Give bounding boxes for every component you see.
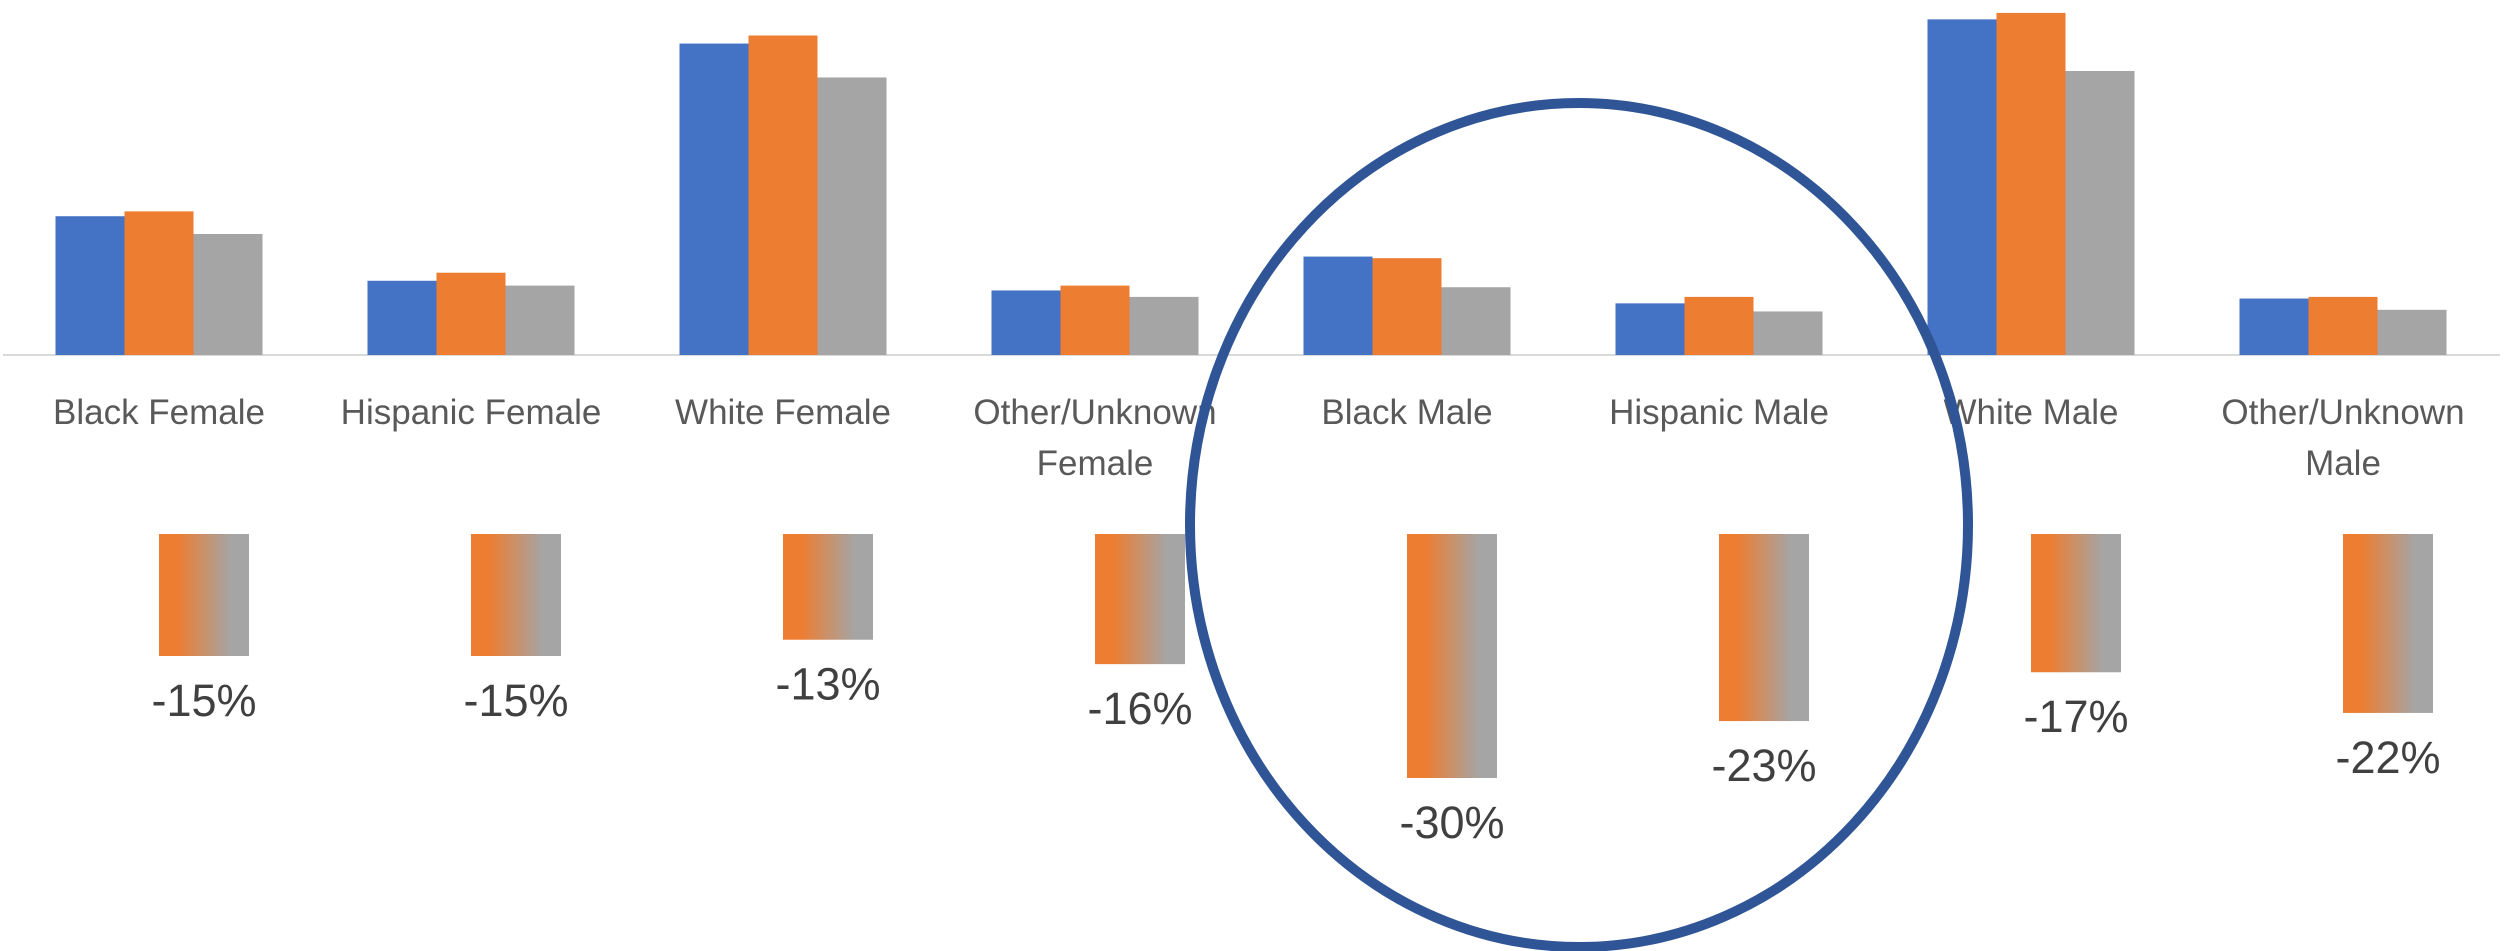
change-bar [1095, 534, 1185, 665]
x-tick-label: Black Female [52, 393, 266, 432]
highlight-circle [1185, 98, 1973, 951]
change-bar [471, 534, 561, 656]
bar [2065, 71, 2135, 355]
bar [505, 285, 575, 355]
bar [2308, 296, 2378, 355]
bar [1303, 256, 1373, 355]
change-bar [2031, 534, 2121, 673]
bar [991, 290, 1061, 355]
x-tick-label: Other/Unknown Male [2221, 393, 2465, 483]
bar [679, 43, 749, 356]
bar [817, 77, 887, 356]
value-label: -15% [151, 675, 256, 726]
change-bar [1407, 534, 1497, 778]
bar [1441, 287, 1511, 355]
bar [1753, 311, 1823, 355]
value-label: -23% [1711, 740, 1816, 791]
bar [2239, 298, 2309, 355]
change-bar [2343, 534, 2433, 713]
bar [193, 233, 263, 355]
bar [1996, 12, 2066, 356]
bar [55, 216, 125, 355]
bar [2377, 309, 2447, 355]
value-label: -16% [1087, 683, 1192, 734]
value-label: -22% [2335, 732, 2440, 783]
value-label: -15% [463, 675, 568, 726]
bar [1684, 296, 1754, 355]
value-label: -13% [775, 659, 880, 710]
bar [124, 211, 194, 355]
x-tick-label: Black Male [1321, 393, 1493, 432]
x-tick-label: Hispanic Female [340, 393, 602, 432]
x-tick-label: White Female [675, 393, 891, 432]
value-label: -17% [2023, 691, 2128, 742]
x-tick-label: White Male [1943, 393, 2119, 432]
x-tick-label: Other/Unknown Female [973, 393, 1217, 483]
bar [1927, 19, 1997, 355]
change-bar [783, 534, 873, 640]
x-tick-label: Hispanic Male [1609, 393, 1829, 432]
bar [1372, 258, 1442, 355]
bar [1129, 296, 1199, 355]
change-bar [159, 534, 249, 656]
change-bar [1719, 534, 1809, 722]
bar [748, 35, 818, 355]
bar [1615, 303, 1685, 355]
bar [1060, 285, 1130, 355]
value-label: -30% [1399, 797, 1504, 848]
bar [367, 280, 437, 355]
bar [436, 272, 506, 355]
